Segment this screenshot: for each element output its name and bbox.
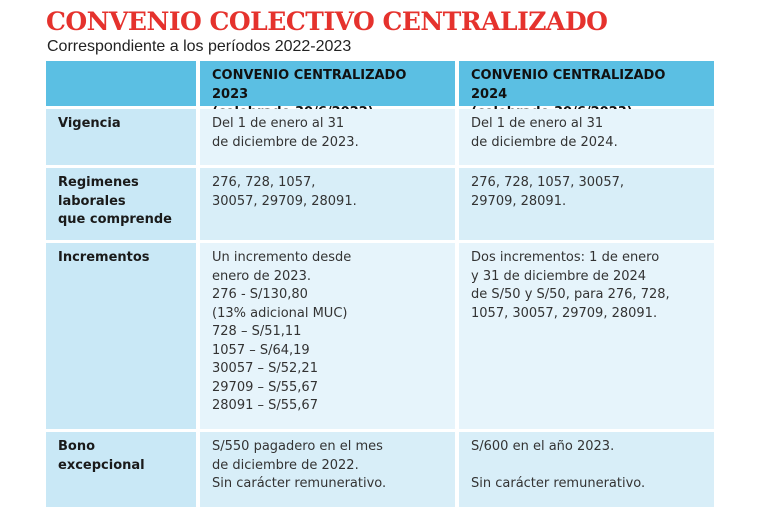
header-convenio-2024: CONVENIO CENTRALIZADO 2024 (celebrado 30… [459,61,714,120]
row-label-bono: Bono excepcional [46,432,196,507]
row-label-vigencia: Vigencia [46,109,196,165]
incrementos-2023: Un incremento desde enero de 2023. 276 -… [200,243,455,429]
bono-2023: S/550 pagadero en el mes de diciembre de… [200,432,455,507]
header-corner-cell [46,61,196,106]
regimenes-2023: 276, 728, 1057, 30057, 29709, 28091. [200,168,455,240]
row-label-regimenes: Regimenes laborales que comprende [46,168,196,240]
page-title: CONVENIO COLECTIVO CENTRALIZADO [46,7,608,36]
regimenes-2024: 276, 728, 1057, 30057, 29709, 28091. [459,168,714,240]
incrementos-2024: Dos incrementos: 1 de enero y 31 de dici… [459,243,714,429]
convenio-table: CONVENIO CENTRALIZADO 2023 (celebrado 30… [46,61,714,507]
vigencia-2024: Del 1 de enero al 31 de diciembre de 202… [459,109,714,165]
vigencia-2023: Del 1 de enero al 31 de diciembre de 202… [200,109,455,165]
header-convenio-2023: CONVENIO CENTRALIZADO 2023 (celebrado 30… [200,61,455,120]
bono-2024: S/600 en el año 2023. Sin carácter remun… [459,432,714,507]
page-subtitle: Correspondiente a los períodos 2022-2023 [47,38,352,55]
row-label-incrementos: Incrementos [46,243,196,429]
